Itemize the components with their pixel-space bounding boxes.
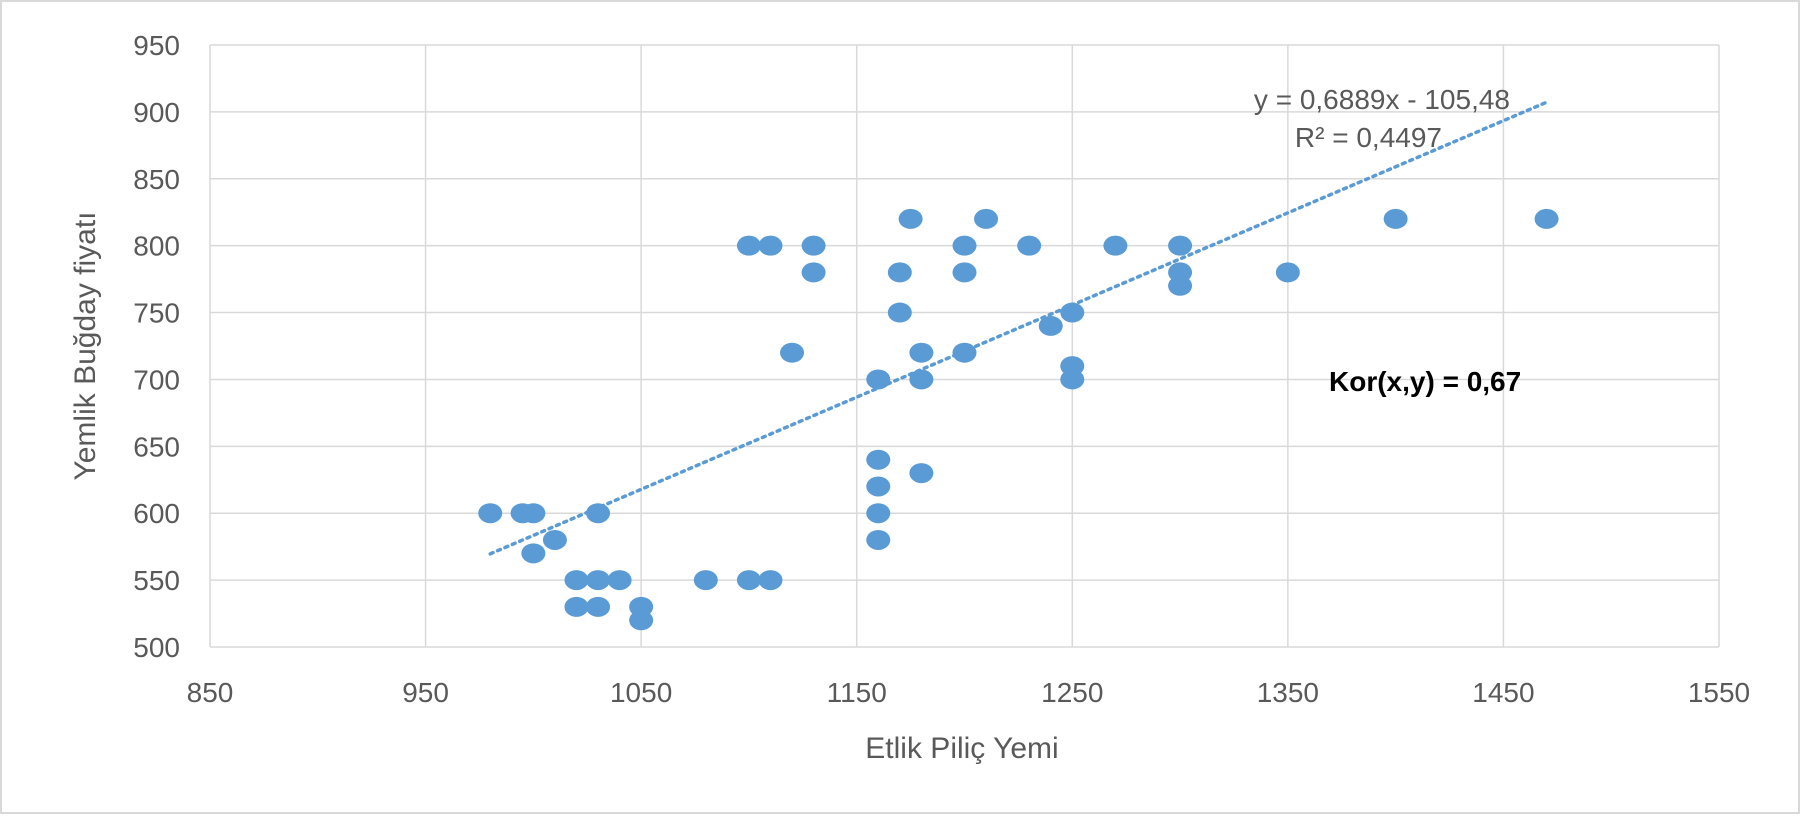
data-point <box>758 570 783 591</box>
y-tick-label: 700 <box>133 364 180 395</box>
data-point <box>866 529 891 550</box>
x-tick-label: 1050 <box>610 677 672 708</box>
data-point <box>1103 235 1128 256</box>
data-point <box>542 529 567 550</box>
data-point <box>607 570 632 591</box>
x-tick-label: 1250 <box>1041 677 1103 708</box>
x-axis-title: Etlik Piliç Yemi <box>865 732 1058 765</box>
data-point <box>586 503 611 524</box>
data-point <box>1275 262 1300 283</box>
gridlines <box>209 44 1720 648</box>
trendline <box>488 100 1549 556</box>
y-tick-label: 950 <box>133 30 180 61</box>
trendline-group <box>488 100 1549 556</box>
data-point <box>693 570 718 591</box>
data-point <box>866 369 891 390</box>
y-tick-label: 600 <box>133 498 180 529</box>
data-point <box>586 596 611 617</box>
data-point <box>521 503 546 524</box>
x-tick-label: 850 <box>187 677 234 708</box>
y-tick-label: 500 <box>133 632 180 663</box>
data-point <box>801 235 826 256</box>
data-point <box>1383 208 1408 229</box>
x-tick-label: 1150 <box>827 677 887 708</box>
data-point <box>898 208 923 229</box>
data-point <box>952 262 977 283</box>
y-axis-ticks: 500 550 600 650 700 750 800 850 900 950 <box>133 30 180 663</box>
data-point <box>564 596 589 617</box>
y-tick-label: 900 <box>133 97 180 128</box>
x-tick-label: 1450 <box>1472 677 1534 708</box>
x-axis-ticks: 850 950 1050 1150 1250 1350 1450 1550 <box>187 677 1751 708</box>
correlation-annotation: Kor(x,y) = 0,67 <box>1329 366 1521 397</box>
data-points <box>478 208 1559 631</box>
data-point <box>736 570 761 591</box>
data-point <box>758 235 783 256</box>
y-tick-label: 650 <box>133 431 180 462</box>
data-point <box>1060 302 1085 323</box>
y-tick-label: 800 <box>133 231 180 262</box>
data-point <box>866 503 891 524</box>
data-point <box>478 503 503 524</box>
data-point <box>1168 275 1193 296</box>
data-point <box>866 449 891 470</box>
x-tick-label: 950 <box>402 677 449 708</box>
data-point <box>887 262 912 283</box>
data-point <box>952 342 977 363</box>
data-point <box>586 570 611 591</box>
x-tick-label: 1350 <box>1257 677 1319 708</box>
y-tick-label: 550 <box>133 565 180 596</box>
data-point <box>909 369 934 390</box>
x-tick-label: 1550 <box>1688 677 1750 708</box>
data-point <box>629 610 654 631</box>
data-point <box>1534 208 1559 229</box>
data-point <box>866 476 891 497</box>
data-point <box>1038 315 1063 336</box>
data-point <box>1168 235 1193 256</box>
data-point <box>909 342 934 363</box>
data-point <box>1017 235 1042 256</box>
y-tick-label: 750 <box>133 298 180 329</box>
trendline-equation: y = 0,6889x - 105,48 <box>1254 84 1510 115</box>
data-point <box>564 570 589 591</box>
y-tick-label: 850 <box>133 164 180 195</box>
data-point <box>736 235 761 256</box>
data-point <box>974 208 999 229</box>
data-point <box>909 463 934 484</box>
data-point <box>952 235 977 256</box>
data-point <box>521 543 546 564</box>
data-point <box>780 342 805 363</box>
data-point <box>887 302 912 323</box>
data-point <box>801 262 826 283</box>
y-axis-title: Yemlik Buğday fiyatı <box>69 211 102 480</box>
data-point <box>1060 369 1085 390</box>
r-squared-label: R² = 0,4497 <box>1295 122 1442 153</box>
